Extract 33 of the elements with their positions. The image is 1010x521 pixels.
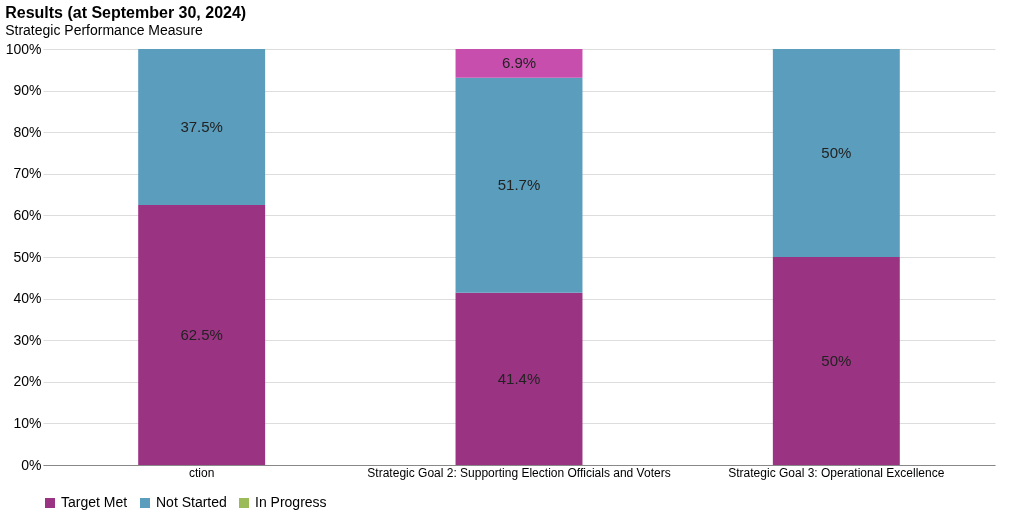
y-tick-label: 80%: [13, 123, 42, 140]
y-tick-label: 30%: [13, 331, 42, 348]
bar: [772, 49, 900, 257]
x-tick-label: Strategic Goal 3: Operational Excellence: [728, 465, 945, 480]
bar: [455, 77, 583, 293]
y-tick-label: 100%: [5, 40, 42, 57]
bar: [772, 257, 900, 465]
y-tick-label: 40%: [13, 290, 42, 307]
y-tick-label: 20%: [13, 373, 42, 390]
data-label: 6.9%: [501, 54, 537, 72]
x-tick-label: ction: [188, 465, 215, 480]
data-label: 41.4%: [497, 369, 541, 387]
legend-label: Not Started: [156, 494, 227, 510]
x-tick-label: Strategic Goal 2: Supporting Election Officials and Voters: [367, 465, 671, 480]
data-label: 50%: [821, 352, 852, 369]
y-tick-label: 60%: [13, 206, 42, 223]
y-tick-label: 50%: [13, 248, 42, 265]
bar: [138, 49, 266, 205]
y-tick-label: 90%: [13, 82, 42, 99]
data-label: 51.7%: [497, 176, 541, 194]
data-label: 37.5%: [180, 118, 223, 135]
y-tick-label: 10%: [13, 414, 42, 431]
chart-title: Results (at September 30, 2024): [5, 4, 247, 21]
legend-label: In Progress: [255, 494, 327, 510]
data-label: 50%: [821, 144, 852, 161]
y-tick-label: 0%: [21, 456, 42, 473]
legend-label: Target Met: [61, 494, 128, 510]
bar: [455, 49, 583, 78]
bar: [138, 205, 266, 465]
y-tick-label: 70%: [13, 165, 42, 182]
data-label: 62.5%: [180, 326, 223, 343]
bar: [455, 292, 583, 465]
chart-subtitle: Strategic Performance Measure: [5, 22, 204, 38]
